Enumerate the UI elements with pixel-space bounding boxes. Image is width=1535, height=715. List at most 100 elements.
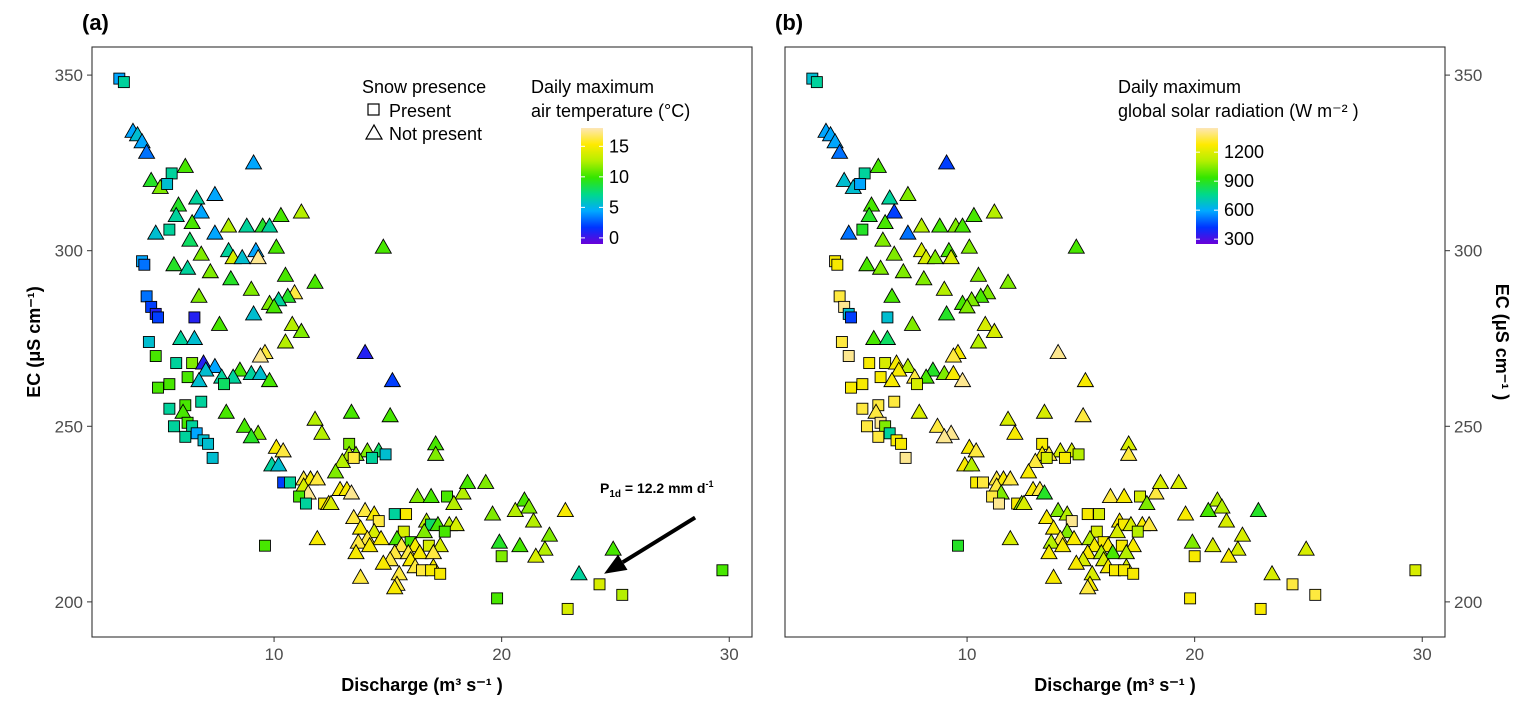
point-not-present [313,424,331,440]
point-not-present [930,217,949,233]
point-present [163,223,176,236]
point-not-present [344,508,363,525]
point-not-present [999,273,1017,289]
point-present [1090,525,1103,538]
point-not-present [1053,536,1072,553]
color-legend-a-title-1: Daily maximum [531,77,654,97]
point-not-present [899,185,917,201]
point-not-present [385,578,404,595]
point-not-present [937,304,956,321]
point-not-present [272,206,290,223]
point-present [365,451,378,464]
point-not-present [944,364,963,381]
point-present [372,515,385,528]
point-present [347,451,360,464]
point-not-present [210,315,229,331]
point-not-present [249,248,267,265]
triangle-icon [364,123,384,140]
panel-a: (a) 10 20 30 200 250 300 350 Discharge (m³ s⁻¹… [24,10,753,695]
point-not-present [890,361,908,377]
point-not-present [244,153,263,170]
colorbar-tick-label: 15 [609,136,629,156]
point-present [977,476,989,489]
x-axis-title-b: Discharge (m³ s⁻¹ ) [1034,675,1196,695]
point-present [400,508,413,521]
point-present [379,448,392,461]
point-present [874,371,887,384]
point-not-present [1019,463,1038,479]
point-not-present [292,322,311,338]
point-present [911,378,923,391]
point-not-present [880,189,899,205]
point-not-present [360,536,379,553]
point-not-present [267,238,286,254]
point-present [952,539,964,552]
point-not-present [306,410,324,426]
point-not-present [944,347,963,363]
point-not-present [928,417,947,433]
point-present [138,258,151,271]
point-not-present [447,515,465,532]
point-present [293,490,306,503]
point-not-present [915,269,933,286]
point-not-present [1140,515,1158,532]
point-present [1127,567,1140,580]
legend-present-label: Present [389,101,451,121]
point-not-present [1035,484,1054,500]
point-not-present [242,280,261,296]
point-not-present [383,371,402,388]
point-not-present [351,519,370,535]
point-present [856,223,869,236]
colorbar-tick-label: 300 [1224,229,1254,249]
point-not-present [962,456,981,472]
point-not-present [190,371,208,388]
point-not-present [206,185,224,201]
point-not-present [967,441,985,458]
square-icon [367,103,380,116]
point-present [188,311,201,324]
point-not-present [276,266,295,282]
legend-not-present-label: Not present [389,124,482,144]
point-not-present [926,248,944,265]
y-tick-label: 200 [55,593,83,612]
point-not-present [1151,473,1170,489]
point-present [899,451,912,464]
point-not-present [969,333,988,349]
point-not-present [1213,498,1231,514]
point-not-present [347,543,365,560]
point-not-present [454,484,472,500]
point-not-present [604,540,622,556]
point-not-present [372,529,390,546]
point-not-present [985,203,1004,219]
point-not-present [506,501,525,518]
point-not-present [910,403,929,419]
point-present [491,592,504,605]
point-not-present [374,238,393,254]
point-present [888,395,901,408]
point-not-present [1108,522,1127,539]
point-not-present [265,297,283,314]
point-present [186,357,199,370]
x-tick-label: 10 [265,645,284,664]
rainfall-annotation: P1d = 12.2 mm d-1 [600,479,713,574]
point-not-present [871,259,890,275]
point-not-present [167,206,185,223]
point-not-present [222,269,240,286]
point-not-present [206,357,224,374]
point-not-present [1229,540,1247,556]
point-not-present [244,304,263,321]
point-present [1065,515,1078,528]
point-present [165,167,178,180]
x-tick-label: 30 [720,645,739,664]
point-not-present [874,231,892,247]
point-not-present [511,536,529,553]
point-present [881,311,894,324]
point-not-present [1037,508,1056,525]
point-not-present [1044,519,1063,535]
point-present [179,430,192,443]
point-not-present [885,245,904,261]
point-not-present [142,171,160,187]
point-present [259,539,271,552]
point-present [170,357,183,370]
